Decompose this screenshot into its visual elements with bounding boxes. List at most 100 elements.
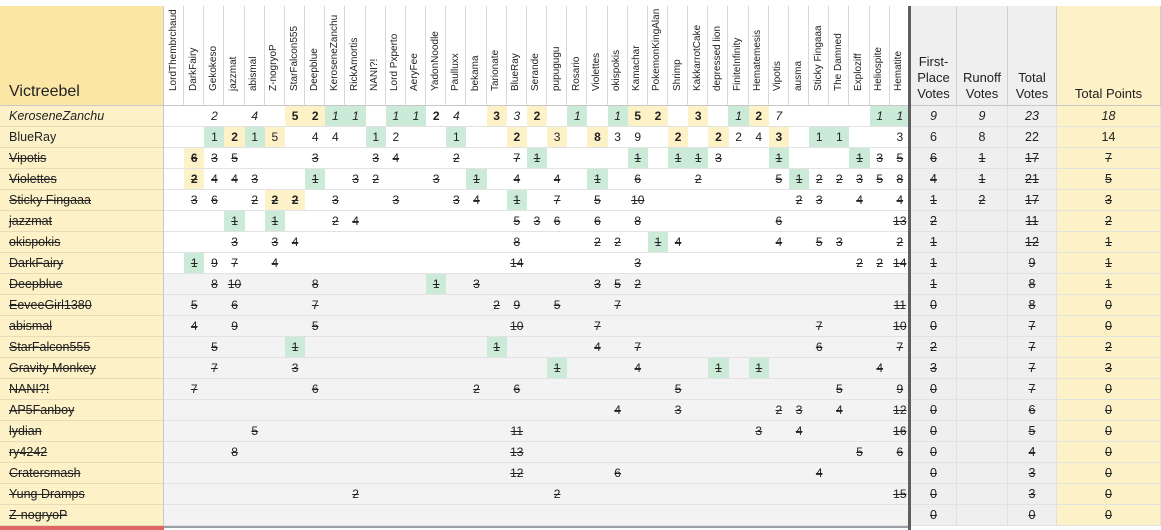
ballot-cell[interactable]: 2 <box>748 106 769 126</box>
tally-points[interactable]: 0 <box>1057 505 1161 526</box>
tally-total[interactable]: 7 <box>1008 379 1057 400</box>
ballot-cell[interactable]: 1 <box>728 106 749 126</box>
ballot-cell[interactable]: 2 <box>352 487 359 501</box>
ballot-cell[interactable]: 2 <box>332 214 339 228</box>
ballot-cell[interactable]: 3 <box>332 193 339 207</box>
ballot-cell[interactable]: 1 <box>204 127 225 147</box>
ballot-cell[interactable]: 4 <box>332 130 339 144</box>
ballot-cell[interactable]: 4 <box>311 130 319 144</box>
ballot-cell[interactable]: 4 <box>251 109 259 123</box>
candidate-name[interactable]: Z-nogryoP <box>0 505 164 526</box>
ballot-cell[interactable]: 1 <box>688 148 709 168</box>
tally-points[interactable]: 1 <box>1057 232 1161 253</box>
ballot-cell[interactable]: 14 <box>510 256 524 270</box>
ballot-cell[interactable]: 7 <box>896 340 904 354</box>
voter-header[interactable]: Violettes <box>587 6 608 106</box>
ballot-cell[interactable]: 3 <box>190 193 198 207</box>
candidate-name[interactable]: StarFalcon555 <box>0 337 164 358</box>
tally-first[interactable]: 0 <box>911 421 957 442</box>
tally-first[interactable]: 0 <box>911 484 957 505</box>
tally-points[interactable]: 0 <box>1057 295 1161 316</box>
ballot-cell[interactable]: 2 <box>614 235 621 249</box>
tally-points[interactable]: 0 <box>1057 421 1161 442</box>
voter-header[interactable]: Deepblue <box>305 6 326 106</box>
ballot-cell[interactable]: 3 <box>473 277 480 291</box>
ballot-cell[interactable]: 7 <box>594 319 601 333</box>
ballot-cell[interactable]: 4 <box>473 193 480 207</box>
tally-points[interactable]: 3 <box>1057 190 1161 211</box>
candidate-name[interactable]: BlueRay <box>0 127 164 148</box>
ballot-cell[interactable]: 4 <box>513 172 521 186</box>
voter-header[interactable]: PokemonKingAlan <box>647 6 668 106</box>
ballot-cell[interactable]: 9 <box>231 319 238 333</box>
ballot-cell[interactable]: 7 <box>190 382 198 396</box>
ballot-cell[interactable]: 1 <box>547 358 568 378</box>
ballot-cell[interactable]: 8 <box>896 172 904 186</box>
tally-first[interactable]: 9 <box>911 106 957 127</box>
tally-total[interactable]: 5 <box>1008 421 1057 442</box>
voter-header[interactable]: bekama <box>466 6 487 106</box>
ballot-cell[interactable]: 4 <box>231 172 238 186</box>
voter-header[interactable]: abismal <box>244 6 265 106</box>
ballot-cell[interactable]: 4 <box>352 214 359 228</box>
voter-header[interactable]: BlueRay <box>506 6 527 106</box>
ballot-cell[interactable]: 5 <box>674 382 682 396</box>
ballot-cell[interactable]: 6 <box>553 214 561 228</box>
voter-header[interactable]: KeroseneZanchu <box>325 6 346 106</box>
ballot-cell[interactable]: 3 <box>231 235 238 249</box>
candidate-name[interactable]: Sticky Fingaaa <box>0 190 164 211</box>
ballot-cell[interactable]: 5 <box>896 151 904 165</box>
ballot-cell[interactable]: 7 <box>775 109 783 123</box>
ballot-cell[interactable]: 3 <box>594 277 601 291</box>
voter-header[interactable]: DarkFairy <box>184 6 205 106</box>
tally-total[interactable]: 8 <box>1008 295 1057 316</box>
ballot-cell[interactable]: 2 <box>553 487 561 501</box>
tally-first[interactable]: 1 <box>911 190 957 211</box>
ballot-cell[interactable]: 1 <box>788 169 810 189</box>
ballot-cell[interactable]: 15 <box>893 487 907 501</box>
voter-header[interactable]: NANI?! <box>365 6 386 106</box>
tally-total[interactable]: 4 <box>1008 442 1057 463</box>
tally-first[interactable]: 1 <box>911 232 957 253</box>
ballot-cell[interactable]: 1 <box>264 211 285 231</box>
ballot-cell[interactable]: 1 <box>869 106 890 126</box>
voter-header[interactable]: okispokis <box>607 6 628 106</box>
voter-header[interactable]: Z-nogryoP <box>264 6 285 106</box>
ballot-cell[interactable]: 6 <box>896 445 904 459</box>
ballot-cell[interactable]: 3 <box>768 127 789 147</box>
tally-points[interactable]: 1 <box>1057 253 1161 274</box>
ballot-cell[interactable]: 7 <box>211 361 218 375</box>
tally-runoff[interactable] <box>957 337 1008 358</box>
candidate-name[interactable]: Gravity Monkey <box>0 358 164 379</box>
ballot-cell[interactable]: 3 <box>876 151 884 165</box>
ballot-cell[interactable]: 1 <box>325 106 346 126</box>
candidate-name[interactable]: abismal <box>0 316 164 337</box>
ballot-cell[interactable]: 4 <box>795 424 803 438</box>
tally-first[interactable]: 2 <box>911 337 957 358</box>
ballot-cell[interactable]: 5 <box>836 382 843 396</box>
ballot-cell[interactable]: 1 <box>385 106 406 126</box>
ballot-cell[interactable]: 9 <box>634 130 642 144</box>
ballot-cell[interactable]: 3 <box>372 151 380 165</box>
ballot-cell[interactable]: 1 <box>587 169 608 189</box>
ballot-cell[interactable]: 1 <box>647 232 669 252</box>
ballot-cell[interactable]: 10 <box>510 319 524 333</box>
ballot-cell[interactable]: 5 <box>211 340 218 354</box>
ballot-cell[interactable]: 2 <box>211 109 218 123</box>
voter-header[interactable]: Sticky Fingaaa <box>809 6 830 106</box>
ballot-cell[interactable]: 5 <box>264 127 285 147</box>
ballot-cell[interactable]: 4 <box>211 172 218 186</box>
candidate-name[interactable]: Vipotis <box>0 148 164 169</box>
ballot-cell[interactable]: 6 <box>815 340 823 354</box>
tally-runoff[interactable]: 8 <box>957 127 1008 148</box>
ballot-cell[interactable]: 4 <box>614 403 621 417</box>
tally-runoff[interactable]: 1 <box>957 169 1008 190</box>
ballot-cell[interactable]: 10 <box>631 193 645 207</box>
ballot-cell[interactable]: 2 <box>251 193 259 207</box>
ballot-cell[interactable]: 10 <box>227 277 242 291</box>
candidate-name[interactable]: Violettes <box>0 169 164 190</box>
ballot-cell[interactable]: 1 <box>889 106 910 126</box>
tally-points[interactable]: 0 <box>1057 442 1161 463</box>
tally-points[interactable]: 18 <box>1057 106 1161 127</box>
ballot-cell[interactable]: 1 <box>446 127 467 147</box>
